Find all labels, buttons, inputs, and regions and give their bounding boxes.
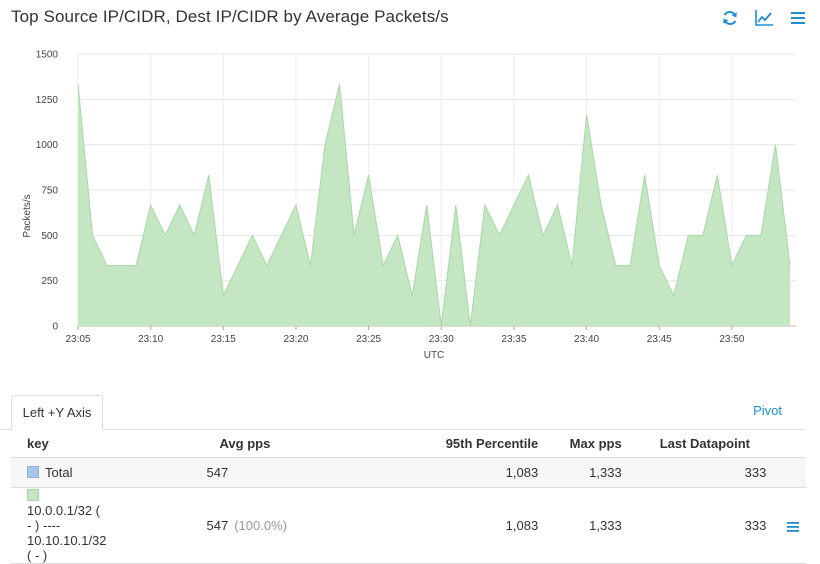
table-row[interactable]: 10.0.0.1/32 ( - ) ---- 10.10.10.1/32 ( -…: [11, 487, 806, 564]
y-tick-label: 1250: [36, 95, 59, 106]
row-p95: 1,083: [400, 487, 547, 564]
row-key: Total: [45, 465, 73, 480]
x-axis-label: UTC: [424, 350, 445, 361]
y-axis-label: Packets/s: [22, 194, 33, 237]
y-tick-label: 500: [41, 231, 58, 242]
column-header-last[interactable]: Last Datapoint: [629, 429, 775, 458]
row-last: 333: [629, 487, 775, 564]
legend-table: key Avg pps 95th Percentile Max pps Last…: [11, 429, 806, 564]
y-tick-label: 1000: [36, 140, 59, 151]
series-line: [77, 84, 791, 327]
pivot-link[interactable]: Pivot: [753, 403, 782, 418]
x-tick-label: 23:20: [283, 334, 308, 345]
row-avg: 547: [206, 465, 229, 480]
series-swatch: [27, 466, 39, 478]
column-header-avg[interactable]: Avg pps: [114, 429, 401, 458]
row-p95: 1,083: [400, 457, 547, 488]
legend-tabbar: Left +Y Axis Pivot: [0, 395, 806, 430]
x-tick-label: 23:30: [429, 334, 454, 345]
series-swatch: [27, 489, 39, 501]
x-tick-label: 23:25: [356, 334, 381, 345]
y-tick-label: 750: [41, 186, 58, 197]
y-tick-label: 0: [52, 322, 58, 333]
column-header-p95[interactable]: 95th Percentile: [400, 429, 547, 458]
line-chart-icon[interactable]: [754, 9, 774, 27]
x-tick-label: 23:40: [574, 334, 599, 345]
x-tick-label: 23:35: [501, 334, 526, 345]
tab-left-y-axis[interactable]: Left +Y Axis: [11, 395, 103, 430]
x-tick-label: 23:45: [647, 334, 672, 345]
row-percent: (100.0%): [234, 518, 287, 533]
row-key: 10.0.0.1/32 ( - ) ---- 10.10.10.1/32 ( -…: [27, 503, 107, 563]
row-max: 1,333: [546, 457, 630, 488]
y-tick-label: 1500: [36, 50, 59, 61]
row-menu-icon[interactable]: [786, 521, 800, 533]
row-last: 333: [629, 457, 775, 488]
menu-icon[interactable]: [789, 9, 807, 27]
x-tick-label: 23:05: [65, 334, 90, 345]
row-max: 1,333: [546, 487, 630, 564]
chart-title: Top Source IP/CIDR, Dest IP/CIDR by Aver…: [11, 7, 449, 26]
series-area: [78, 84, 790, 326]
column-header-max[interactable]: Max pps: [546, 429, 630, 458]
refresh-icon[interactable]: [721, 9, 739, 27]
column-header-key[interactable]: key: [11, 429, 115, 458]
y-tick-label: 250: [41, 276, 58, 287]
x-tick-label: 23:10: [138, 334, 163, 345]
x-tick-label: 23:50: [719, 334, 744, 345]
x-tick-label: 23:15: [211, 334, 236, 345]
area-chart: 0 250 500 750 1000 1250 1500 23:05 23:10 23:15 23…: [22, 50, 796, 361]
table-row[interactable]: Total 547 1,083 1,333 333: [11, 457, 806, 488]
row-avg: 547: [206, 518, 229, 533]
